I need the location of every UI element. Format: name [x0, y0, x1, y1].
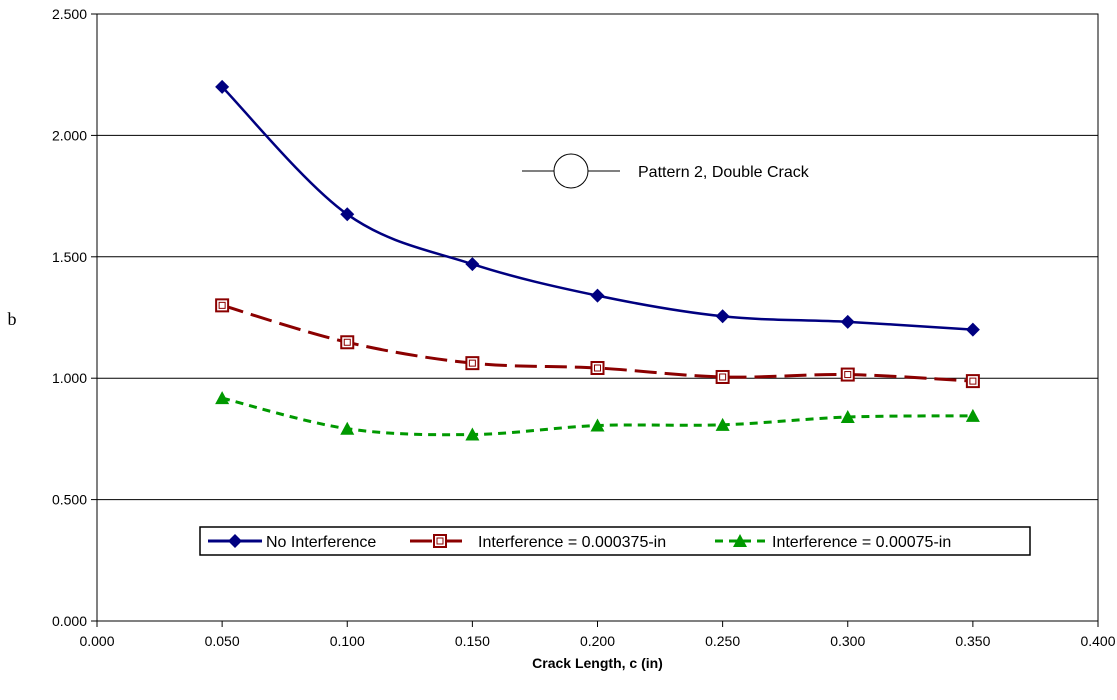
data-point: [590, 418, 605, 432]
data-point: [340, 335, 355, 350]
data-point-inner: [594, 364, 601, 372]
data-point: [840, 367, 855, 382]
legend-label: Interference = 0.000375-in: [478, 534, 666, 551]
legend-box: [199, 526, 1031, 556]
data-point-inner: [343, 338, 351, 346]
annotation-circle-icon: [553, 153, 589, 189]
data-point: [215, 298, 230, 313]
data-point: [465, 356, 480, 371]
x-tick-label: 0.000: [79, 633, 114, 649]
legend: No Interference Interference = 0.000375-i…: [199, 526, 1031, 556]
y-tick-label: 1.000: [52, 370, 87, 386]
annotation: Pattern 2, Double Crack: [522, 153, 810, 189]
x-tick-label: 0.250: [705, 633, 740, 649]
y-axis-label: b: [8, 309, 17, 329]
x-tick-label: 0.100: [330, 633, 365, 649]
data-point: [965, 408, 980, 422]
y-axis-ticks: 0.000 0.500 1.000 1.500 2.000 2.500: [52, 6, 97, 629]
legend-marker-icon: [733, 534, 747, 547]
series-1: [215, 79, 980, 337]
data-point-inner: [719, 373, 727, 381]
y-tick-label: 0.000: [52, 613, 87, 629]
legend-marker-icon: [228, 534, 242, 548]
data-point: [840, 410, 855, 424]
annotation-text: Pattern 2, Double Crack: [638, 164, 810, 181]
x-axis-ticks: 0.000 0.050 0.100 0.150 0.200 0.250 0.300 0.350…: [79, 621, 1116, 649]
legend-entry-1: No Interference: [208, 534, 376, 551]
data-point: [840, 314, 855, 329]
legend-marker-icon-inner: [436, 537, 444, 545]
data-point: [465, 427, 480, 441]
data-point: [215, 391, 230, 405]
y-tick-label: 2.500: [52, 6, 87, 22]
data-point-inner: [969, 377, 977, 385]
y-tick-label: 0.500: [52, 492, 87, 508]
legend-entry-2: Interference = 0.000375-in: [410, 534, 666, 551]
y-tick-label: 1.500: [52, 249, 87, 265]
legend-label: Interference = 0.00075-in: [772, 534, 951, 551]
data-point-inner: [844, 371, 852, 379]
data-point: [215, 79, 230, 94]
data-point: [590, 361, 605, 376]
data-point-inner: [218, 301, 226, 309]
data-series: [215, 79, 980, 441]
series-2: [215, 298, 980, 389]
x-tick-label: 0.400: [1080, 633, 1115, 649]
data-point: [590, 288, 605, 303]
data-point: [965, 374, 980, 389]
x-axis-label: Crack Length, c (in): [532, 655, 663, 671]
data-point: [465, 257, 480, 272]
legend-entry-3: Interference = 0.00075-in: [715, 534, 951, 551]
y-tick-label: 2.000: [52, 127, 87, 143]
data-point: [965, 322, 980, 337]
legend-label: No Interference: [266, 534, 376, 551]
x-tick-label: 0.050: [205, 633, 240, 649]
series-3: [215, 391, 980, 441]
data-point-inner: [468, 359, 476, 367]
x-tick-label: 0.300: [830, 633, 865, 649]
data-point: [340, 207, 355, 222]
data-point: [715, 369, 730, 384]
legend-marker-icon: [433, 534, 447, 548]
data-point: [715, 417, 730, 431]
data-point: [340, 421, 355, 435]
x-tick-label: 0.350: [955, 633, 990, 649]
x-tick-label: 0.150: [455, 633, 490, 649]
data-point: [715, 309, 730, 324]
x-tick-label: 0.200: [580, 633, 615, 649]
